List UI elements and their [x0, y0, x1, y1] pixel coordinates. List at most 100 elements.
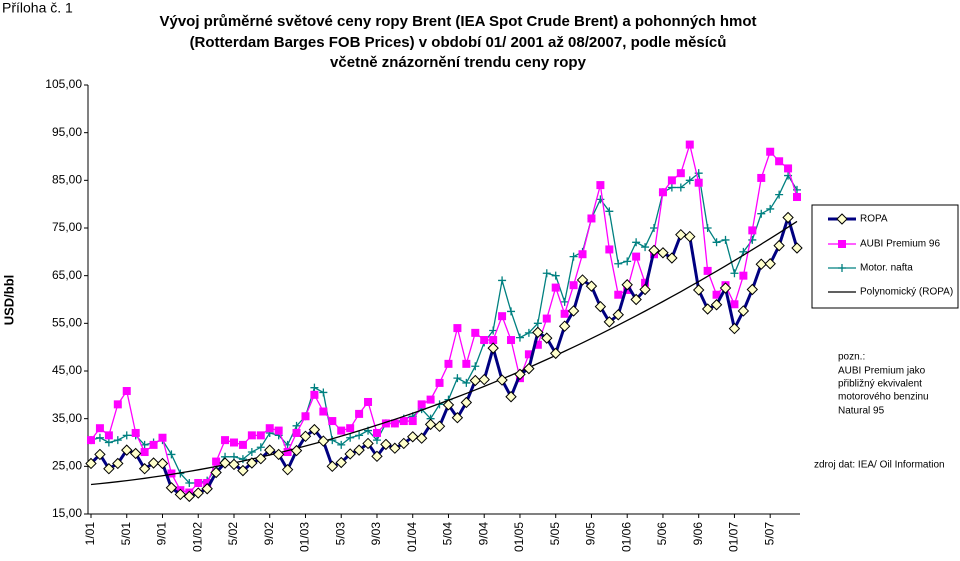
point — [228, 458, 240, 471]
point — [641, 243, 650, 252]
point — [174, 488, 187, 501]
y-tick-label: 35,00 — [52, 411, 82, 425]
point — [701, 303, 714, 315]
x-tick-label: 01/06 — [619, 522, 633, 552]
point — [238, 455, 247, 464]
point — [748, 226, 757, 235]
point — [757, 209, 766, 218]
point — [319, 407, 328, 416]
point — [246, 457, 258, 469]
point — [480, 336, 489, 345]
point — [310, 383, 319, 392]
note: Natural 95 — [838, 406, 885, 417]
point — [730, 300, 739, 309]
point — [247, 431, 256, 440]
point — [247, 448, 256, 457]
point — [95, 433, 104, 442]
point — [203, 479, 212, 488]
point — [578, 250, 587, 259]
point — [471, 362, 480, 371]
point — [442, 399, 455, 411]
point — [594, 300, 607, 313]
point — [185, 479, 194, 488]
point — [667, 176, 676, 185]
point — [514, 368, 526, 381]
point — [676, 183, 685, 192]
point — [112, 457, 124, 470]
x-tick-label: 9/02 — [262, 522, 276, 546]
point — [505, 391, 517, 403]
y-axis-label: USD/bbl — [1, 275, 16, 326]
point — [496, 374, 508, 386]
point — [344, 448, 356, 460]
x-tick-label: 5/04 — [441, 522, 455, 546]
y-tick-label: 55,00 — [52, 316, 82, 330]
x-tick-label: 9/04 — [476, 522, 490, 546]
point — [129, 447, 142, 460]
point — [755, 258, 767, 270]
point — [766, 204, 775, 213]
point — [417, 400, 426, 409]
point — [569, 281, 578, 290]
point — [648, 244, 660, 257]
point — [632, 238, 641, 247]
point — [264, 444, 276, 456]
chart-title: Vývoj průměrné světové ceny ropy Brent (… — [159, 13, 756, 30]
point — [782, 211, 794, 224]
point — [460, 396, 473, 409]
point — [560, 309, 569, 318]
point — [256, 431, 265, 440]
point — [433, 420, 446, 433]
point — [612, 309, 624, 321]
point — [274, 426, 283, 435]
point — [487, 342, 499, 354]
y-tick-label: 105,00 — [45, 77, 82, 91]
point — [355, 409, 364, 418]
point — [380, 438, 392, 451]
point — [478, 373, 490, 386]
point — [453, 374, 462, 383]
point — [158, 433, 167, 442]
y-tick-label: 45,00 — [52, 363, 82, 377]
point — [703, 224, 712, 232]
point — [703, 266, 712, 275]
point — [167, 450, 176, 459]
point — [140, 448, 149, 457]
point — [596, 195, 605, 204]
point — [453, 324, 462, 333]
point — [524, 350, 533, 359]
point — [381, 419, 390, 428]
x-tick-label: 5/02 — [226, 522, 240, 546]
point — [746, 283, 759, 296]
point — [95, 424, 104, 433]
point — [498, 312, 507, 321]
point — [462, 378, 471, 387]
point — [113, 436, 122, 445]
y-tick-label: 95,00 — [52, 125, 82, 139]
point — [299, 430, 312, 443]
point — [131, 428, 140, 437]
point — [623, 257, 632, 266]
point — [712, 290, 721, 299]
x-tick-label: 5/01 — [119, 522, 133, 546]
point — [719, 282, 732, 294]
point — [121, 444, 133, 456]
point — [757, 173, 766, 182]
point — [415, 432, 428, 444]
point — [542, 314, 551, 323]
point — [167, 469, 176, 478]
point — [424, 418, 437, 431]
point — [532, 326, 544, 339]
note: přibližný ekvivalent — [838, 379, 922, 390]
y-tick-label: 15,00 — [52, 506, 82, 520]
point — [551, 271, 560, 280]
point — [667, 183, 676, 192]
point — [364, 397, 373, 406]
point — [666, 252, 678, 264]
point — [542, 269, 551, 278]
point — [335, 456, 347, 469]
point — [469, 374, 481, 387]
point — [621, 279, 633, 291]
point — [676, 169, 685, 178]
x-tick-label: 01/02 — [190, 522, 204, 552]
